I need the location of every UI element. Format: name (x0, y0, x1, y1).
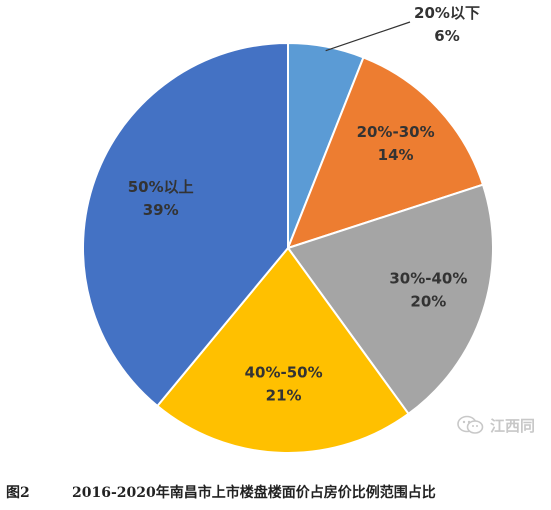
figure-number: 图2 (6, 485, 30, 501)
pie-slice-5 (82, 41, 289, 408)
figure-caption: 图2 2016-2020年南昌市上市楼盘楼面价占房价比例范围占比 (0, 482, 551, 502)
pie-slices (82, 41, 494, 454)
pie-slice-4 (155, 246, 410, 454)
slice-name-label: 20%-30% (357, 123, 435, 141)
caption-text: 2016-2020年南昌市上市楼盘楼面价占房价比例范围占比 (72, 485, 436, 501)
slice-value-label: 20% (410, 293, 446, 311)
watermark: 江西同 (456, 414, 551, 436)
leader-line-20-below (325, 21, 411, 52)
pie-chart: 20%以下 6% 20%-30% 14% 30%-40% 20% 40%-50% 21% 50%… (82, 4, 494, 454)
slice-value-label: 39% (143, 201, 179, 219)
slice-value-label: 6% (434, 27, 459, 45)
wechat-icon (457, 415, 484, 434)
slice-name-label: 20%以下 (414, 4, 480, 22)
watermark-text: 江西同 (490, 416, 536, 435)
slice-name-label: 50%以上 (128, 178, 194, 196)
pie-slice-3 (286, 183, 494, 416)
slice-name-label: 30%-40% (389, 270, 467, 288)
slice-value-label: 14% (378, 146, 414, 164)
slice-value-label: 21% (266, 386, 302, 404)
pie-labels: 20%以下 6% 20%-30% 14% 30%-40% 20% 40%-50% 21% 50%… (128, 4, 480, 404)
slice-name-label: 40%-50% (245, 363, 323, 381)
